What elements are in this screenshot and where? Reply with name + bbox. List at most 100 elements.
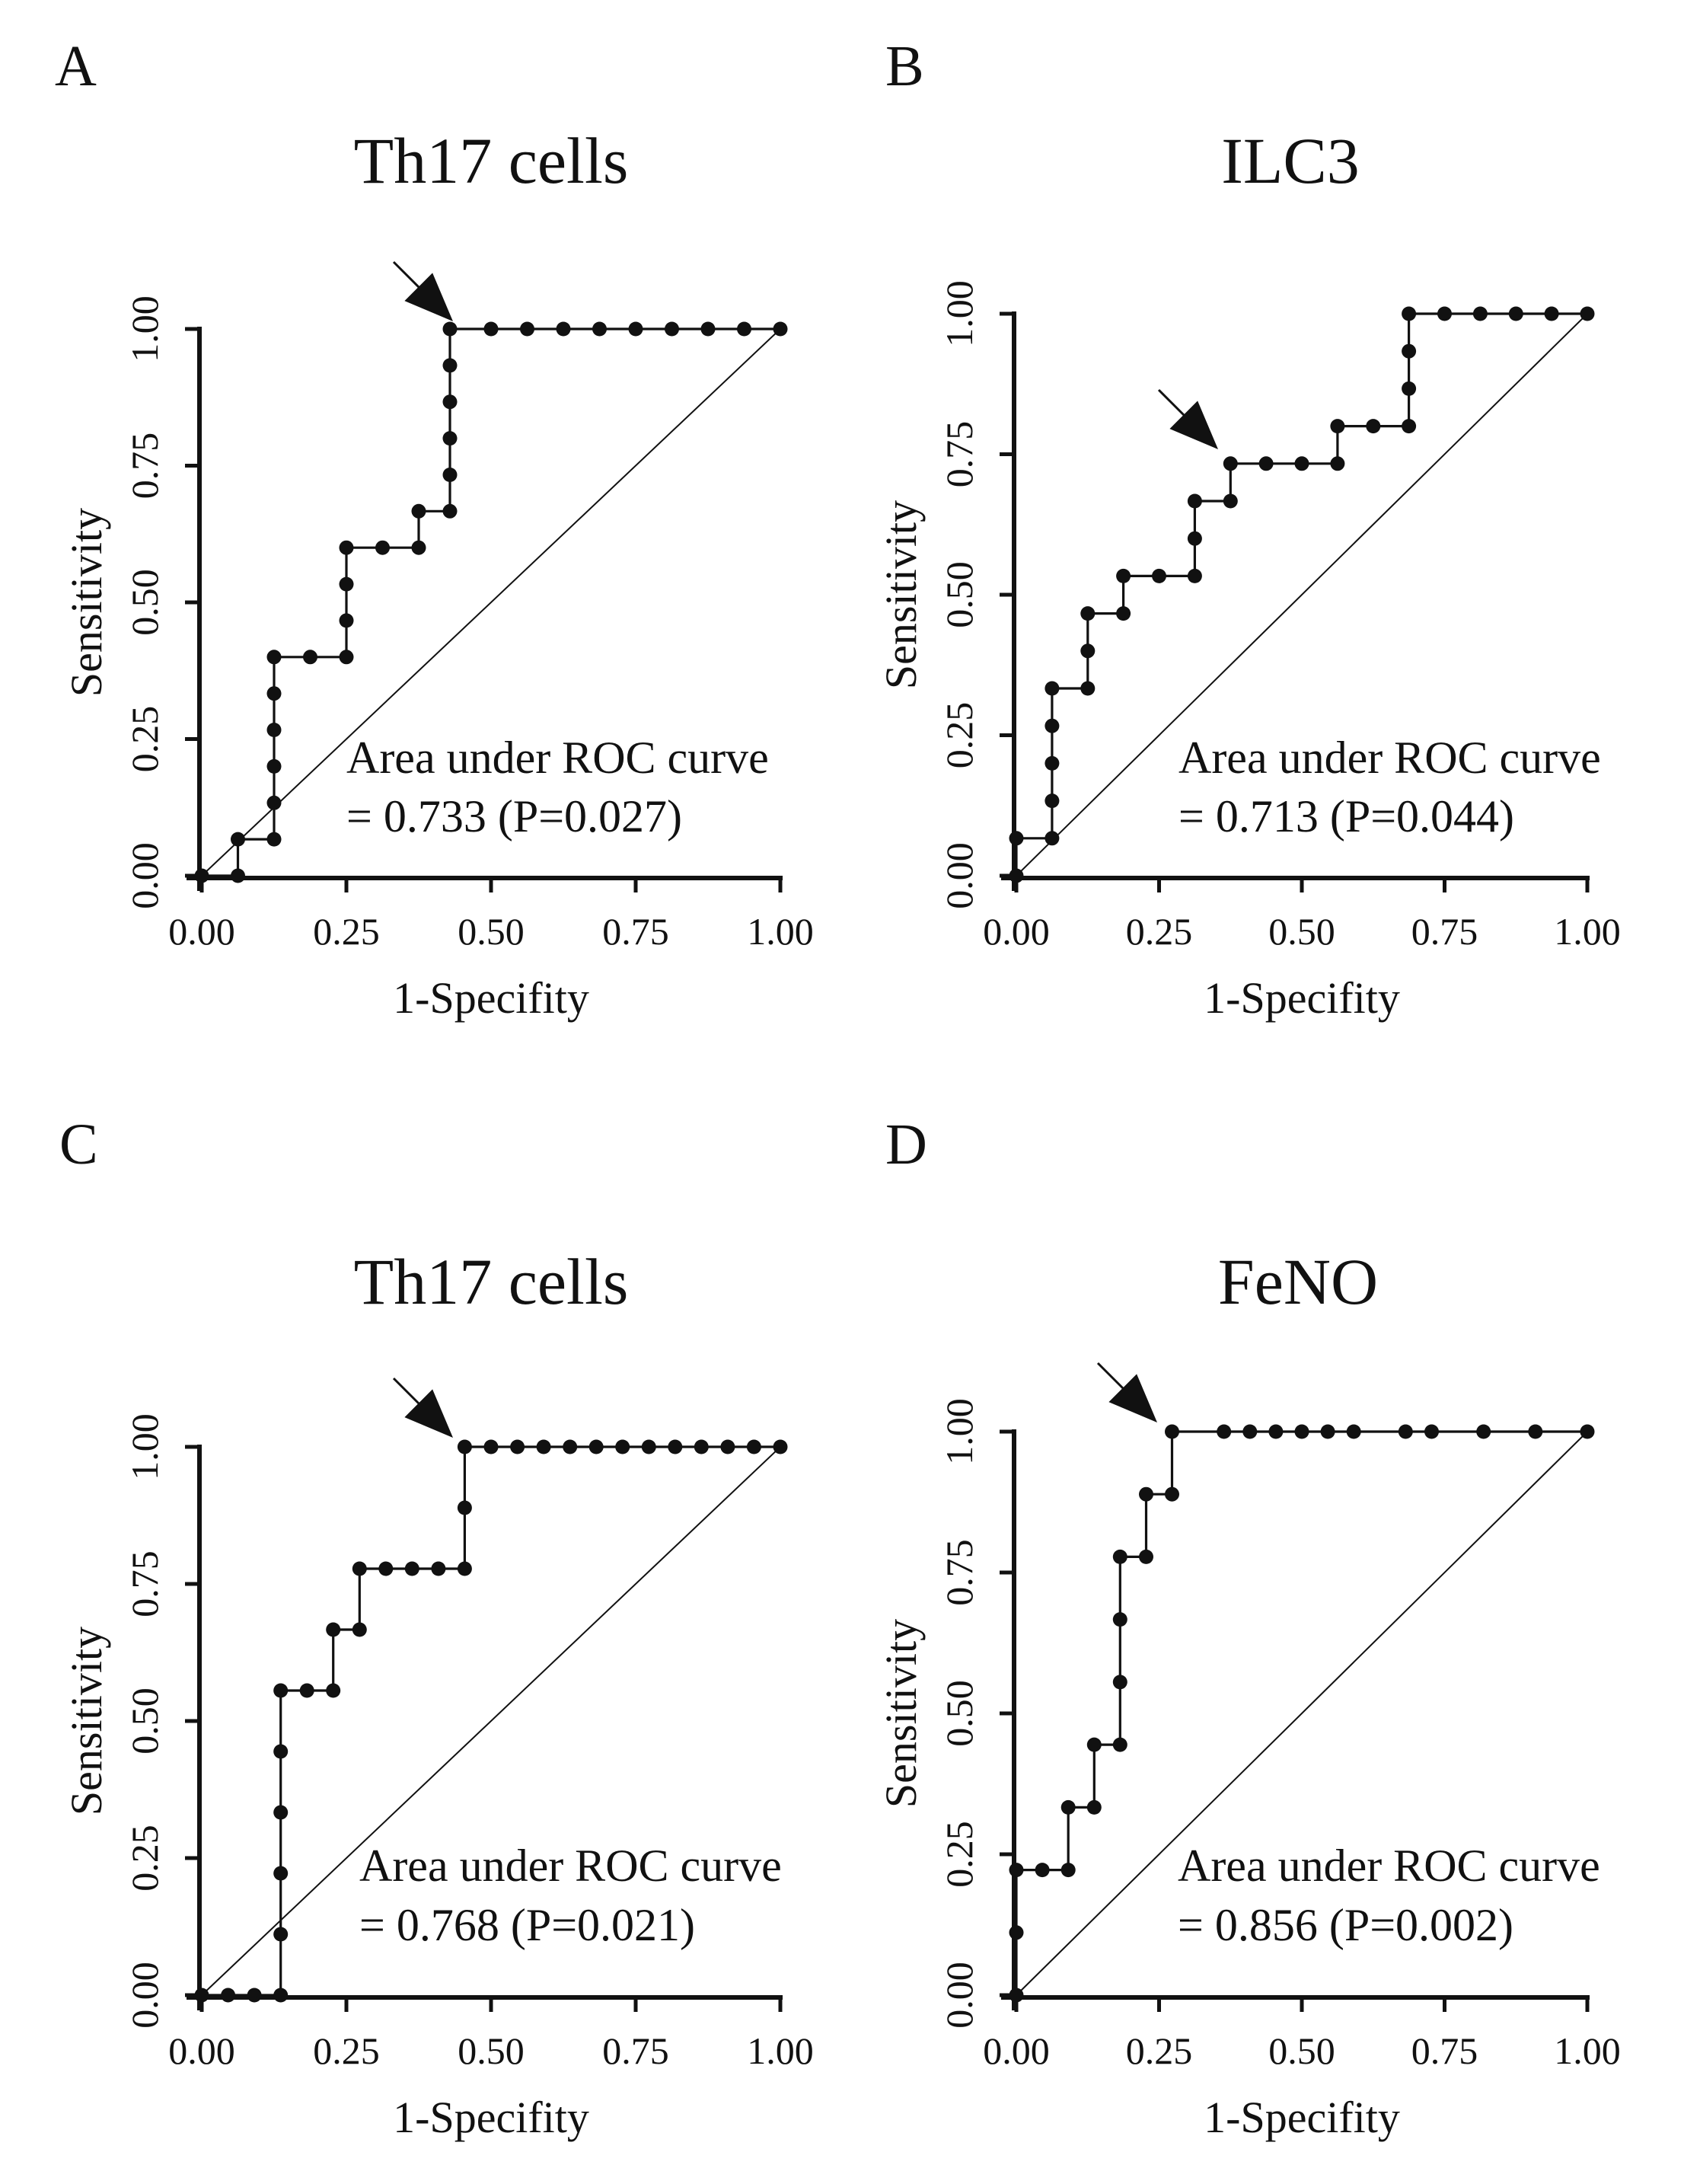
- x-tick-label: 0.00: [983, 910, 1050, 953]
- roc-point: [592, 321, 607, 337]
- roc-point: [1086, 1737, 1102, 1752]
- roc-point: [1045, 793, 1060, 809]
- roc-point: [1009, 1988, 1024, 2003]
- roc-point: [1112, 1675, 1127, 1690]
- roc-point: [1009, 1925, 1024, 1940]
- roc-point: [273, 1744, 289, 1759]
- y-tick-label: 0.75: [938, 421, 981, 488]
- roc-point: [431, 1561, 446, 1576]
- y-tick-label: 1.00: [938, 1398, 981, 1465]
- roc-point: [1544, 306, 1559, 321]
- roc-point: [615, 1439, 630, 1454]
- chart-title: FeNO: [1218, 1245, 1378, 1318]
- y-tick-label: 0.25: [123, 1825, 166, 1892]
- roc-point: [273, 1683, 289, 1698]
- roc-point: [339, 613, 354, 628]
- arrow-head: [1108, 1374, 1157, 1422]
- roc-point: [339, 540, 354, 555]
- auc-label: Area under ROC curve: [1178, 1841, 1600, 1891]
- roc-point: [442, 468, 458, 482]
- roc-point: [221, 1988, 236, 2003]
- panel-a: A Th17 cells 0.000.00 0.25 0.25 0.50 0.50 0.75 0…: [55, 34, 814, 1023]
- roc-point: [510, 1439, 525, 1454]
- roc-point: [1294, 1424, 1309, 1439]
- roc-point: [1437, 306, 1452, 321]
- roc-point: [1009, 1863, 1024, 1878]
- x-tick-label: 0.00: [983, 2029, 1050, 2072]
- roc-point: [665, 321, 679, 337]
- roc-point: [1402, 343, 1417, 359]
- y-tick-label: 0.00: [123, 842, 166, 909]
- y-tick-label: 1.00: [123, 295, 166, 362]
- x-tick-label: 1.00: [747, 2029, 814, 2072]
- roc-point: [273, 1805, 289, 1820]
- roc-point: [1268, 1424, 1284, 1439]
- y-tick-label: 0.50: [123, 569, 166, 636]
- y-tick-label: 0.00: [938, 1962, 981, 2029]
- x-tick-label: 0.25: [1126, 910, 1193, 953]
- roc-point: [737, 321, 751, 337]
- roc-point: [1223, 456, 1238, 471]
- roc-point: [1217, 1424, 1232, 1439]
- auc-label: Area under ROC curve: [346, 733, 769, 783]
- roc-point: [1258, 456, 1274, 471]
- roc-point: [339, 576, 354, 592]
- roc-point: [326, 1683, 341, 1698]
- y-tick-label: 0.25: [123, 706, 166, 773]
- roc-point: [442, 394, 458, 410]
- roc-point: [1508, 306, 1523, 321]
- panel-letter: B: [885, 34, 924, 98]
- roc-point: [1476, 1424, 1491, 1439]
- y-tick-label: 0.25: [938, 702, 981, 769]
- y-tick-label: 0.75: [123, 1550, 166, 1617]
- roc-point: [266, 650, 282, 665]
- roc-point: [194, 1988, 209, 2003]
- roc-point: [247, 1988, 262, 2003]
- roc-point: [1398, 1424, 1413, 1439]
- roc-point: [442, 321, 458, 337]
- arrow-head: [404, 1389, 453, 1438]
- x-tick-label: 0.50: [1268, 2029, 1335, 2072]
- y-tick-label: 0.50: [938, 1680, 981, 1747]
- x-tick-label: 0.25: [313, 2029, 380, 2072]
- roc-point: [266, 795, 282, 810]
- roc-point: [720, 1439, 735, 1454]
- x-tick-label: 0.25: [313, 910, 380, 953]
- roc-point: [266, 758, 282, 774]
- roc-point: [1045, 831, 1060, 846]
- roc-point: [1165, 1424, 1179, 1439]
- x-axis-title: 1-Specifity: [393, 973, 589, 1023]
- roc-point: [231, 832, 245, 847]
- y-tick-label: 0.00: [123, 1962, 166, 2029]
- roc-point: [1116, 568, 1131, 583]
- auc-value: = 0.733 (P=0.027): [346, 791, 682, 841]
- y-tick-label: 0.00: [938, 842, 981, 909]
- roc-point: [628, 321, 643, 337]
- auc-label: Area under ROC curve: [359, 1841, 782, 1891]
- x-tick-label: 0.75: [602, 2029, 669, 2072]
- y-axis-title: Sensitivity: [62, 508, 111, 697]
- roc-point: [457, 1500, 472, 1515]
- y-tick-label: 1.00: [123, 1413, 166, 1480]
- roc-point: [1112, 1549, 1127, 1564]
- roc-point: [1320, 1424, 1335, 1439]
- roc-point: [1366, 419, 1381, 434]
- roc-point: [773, 321, 788, 337]
- roc-point: [273, 1866, 289, 1881]
- y-tick-label: 0.50: [123, 1687, 166, 1755]
- roc-point: [641, 1439, 656, 1454]
- roc-point: [299, 1683, 314, 1698]
- roc-point: [442, 358, 458, 373]
- roc-point: [1580, 1424, 1595, 1439]
- roc-point: [266, 723, 282, 737]
- roc-point: [1330, 456, 1345, 471]
- auc-value: = 0.713 (P=0.044): [1178, 791, 1514, 841]
- x-tick-label: 0.00: [168, 2029, 235, 2072]
- x-axis-title: 1-Specifity: [1204, 973, 1400, 1023]
- cutoff-arrow: [392, 260, 453, 321]
- roc-point: [1402, 419, 1417, 434]
- auc-value: = 0.856 (P=0.002): [1178, 1900, 1513, 1950]
- roc-point: [1165, 1486, 1179, 1502]
- roc-point: [352, 1561, 367, 1576]
- roc-point: [404, 1561, 419, 1576]
